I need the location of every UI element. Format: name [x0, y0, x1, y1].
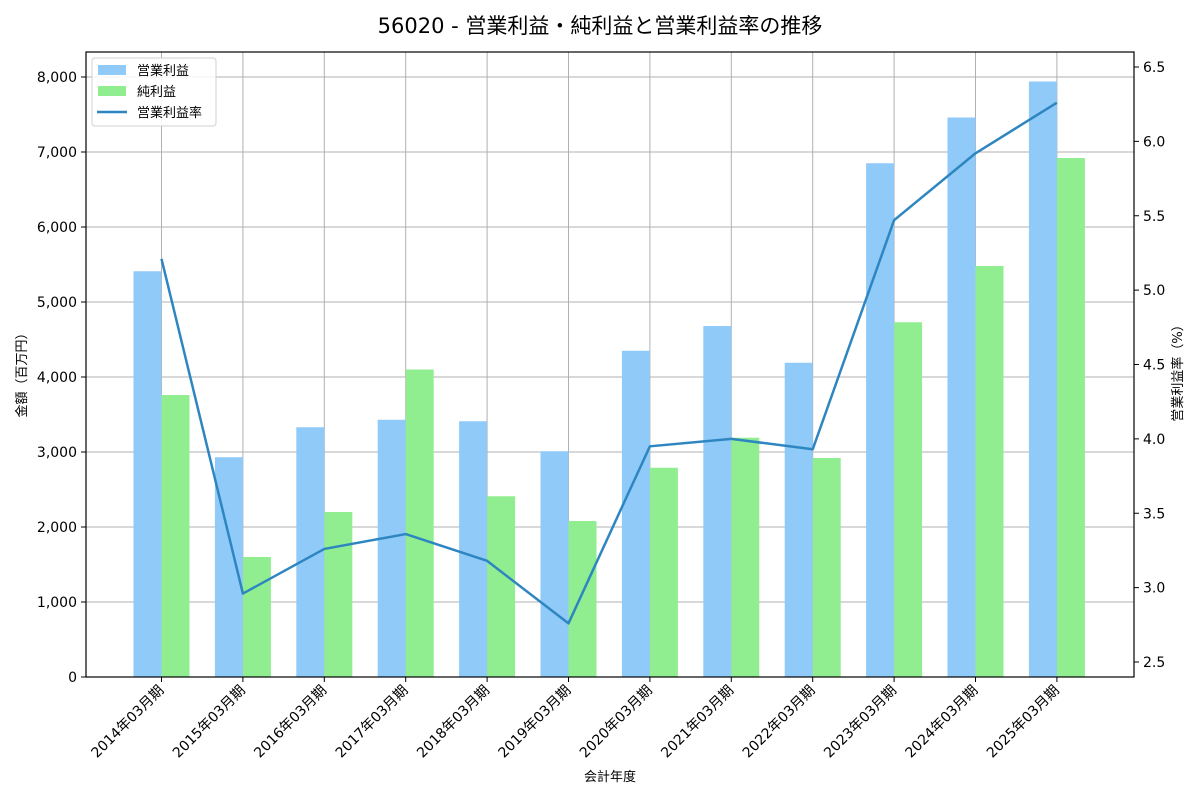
y2-axis-title: 営業利益率（%）	[1170, 318, 1186, 421]
bar-net-profit	[487, 496, 516, 677]
x-tick-label: 2019年03月期	[496, 683, 575, 762]
y2-tick-label: 4.0	[1143, 432, 1165, 448]
y2-tick-label: 2.5	[1143, 655, 1165, 671]
bar-operating-profit	[784, 362, 813, 677]
x-tick-label: 2022年03月期	[740, 683, 819, 762]
margin-line	[160, 101, 1058, 625]
x-axis-title: 会計年度	[584, 769, 636, 785]
y-tick-label: 5,000	[37, 295, 77, 311]
x-tick-label: 2020年03月期	[577, 683, 656, 762]
x-tick-label: 2014年03月期	[89, 683, 168, 762]
y2-tick-label: 3.5	[1143, 506, 1165, 522]
y2-tick-label: 5.5	[1143, 209, 1165, 225]
y-tick-label: 0	[68, 670, 77, 686]
bar-net-profit	[568, 521, 597, 677]
bar-series	[133, 81, 1085, 677]
y-tick-label: 2,000	[37, 520, 77, 536]
legend-label-net-profit: 純利益	[137, 85, 176, 100]
x-tick-label: 2018年03月期	[414, 683, 493, 762]
legend-label-margin: 営業利益率	[137, 105, 202, 121]
axes: 0 1,000 2,000 3,000 4,000 5,000 6,000 7,000 8,00…	[14, 51, 1186, 785]
bar-net-profit	[324, 512, 353, 677]
bar-net-profit	[161, 395, 190, 677]
bar-operating-profit	[214, 457, 243, 677]
x-tick-label: 2016年03月期	[251, 683, 330, 762]
x-tick-label: 2023年03月期	[821, 683, 900, 762]
bar-operating-profit	[703, 326, 732, 677]
y-tick-label: 3,000	[37, 445, 77, 461]
y2-tick-label: 6.0	[1143, 134, 1165, 150]
y2-tick-label: 4.5	[1143, 358, 1165, 374]
x-tick-label: 2025年03月期	[984, 683, 1063, 762]
y-axis-title: 金額（百万円）	[14, 326, 30, 417]
legend-swatch-operating-profit	[98, 65, 126, 75]
x-tick-label: 2021年03月期	[658, 683, 737, 762]
margin-line-series	[160, 101, 1058, 625]
bar-net-profit	[975, 266, 1004, 677]
bar-net-profit	[731, 437, 760, 677]
y-tick-label: 8,000	[37, 70, 77, 86]
bar-operating-profit	[1028, 81, 1057, 677]
x-tick-label: 2017年03月期	[333, 683, 412, 762]
bar-net-profit	[242, 557, 271, 677]
x-tick-label: 2015年03月期	[170, 683, 249, 762]
chart-title: 56020 - 営業利益・純利益と営業利益率の推移	[377, 14, 823, 38]
bar-operating-profit	[133, 271, 162, 677]
bar-operating-profit	[459, 421, 488, 677]
y2-tick-label: 3.0	[1143, 581, 1165, 597]
bar-net-profit	[649, 467, 678, 677]
y-tick-label: 6,000	[37, 220, 77, 236]
bar-operating-profit	[621, 350, 650, 677]
y2-tick-label: 5.0	[1143, 283, 1165, 299]
bar-operating-profit	[540, 451, 569, 677]
x-tick-label: 2024年03月期	[903, 683, 982, 762]
y2-tick-label: 6.5	[1143, 60, 1165, 76]
bar-net-profit	[894, 322, 923, 677]
bar-net-profit	[405, 369, 434, 677]
legend-swatch-net-profit	[98, 86, 126, 96]
bar-operating-profit	[377, 419, 406, 677]
legend-label-operating-profit: 営業利益	[137, 63, 189, 79]
y-tick-label: 4,000	[37, 370, 77, 386]
y-tick-label: 7,000	[37, 145, 77, 161]
bar-net-profit	[1056, 158, 1085, 677]
y-tick-label: 1,000	[37, 595, 77, 611]
bar-net-profit	[812, 458, 841, 677]
bar-operating-profit	[947, 117, 976, 677]
bar-operating-profit	[866, 163, 895, 677]
